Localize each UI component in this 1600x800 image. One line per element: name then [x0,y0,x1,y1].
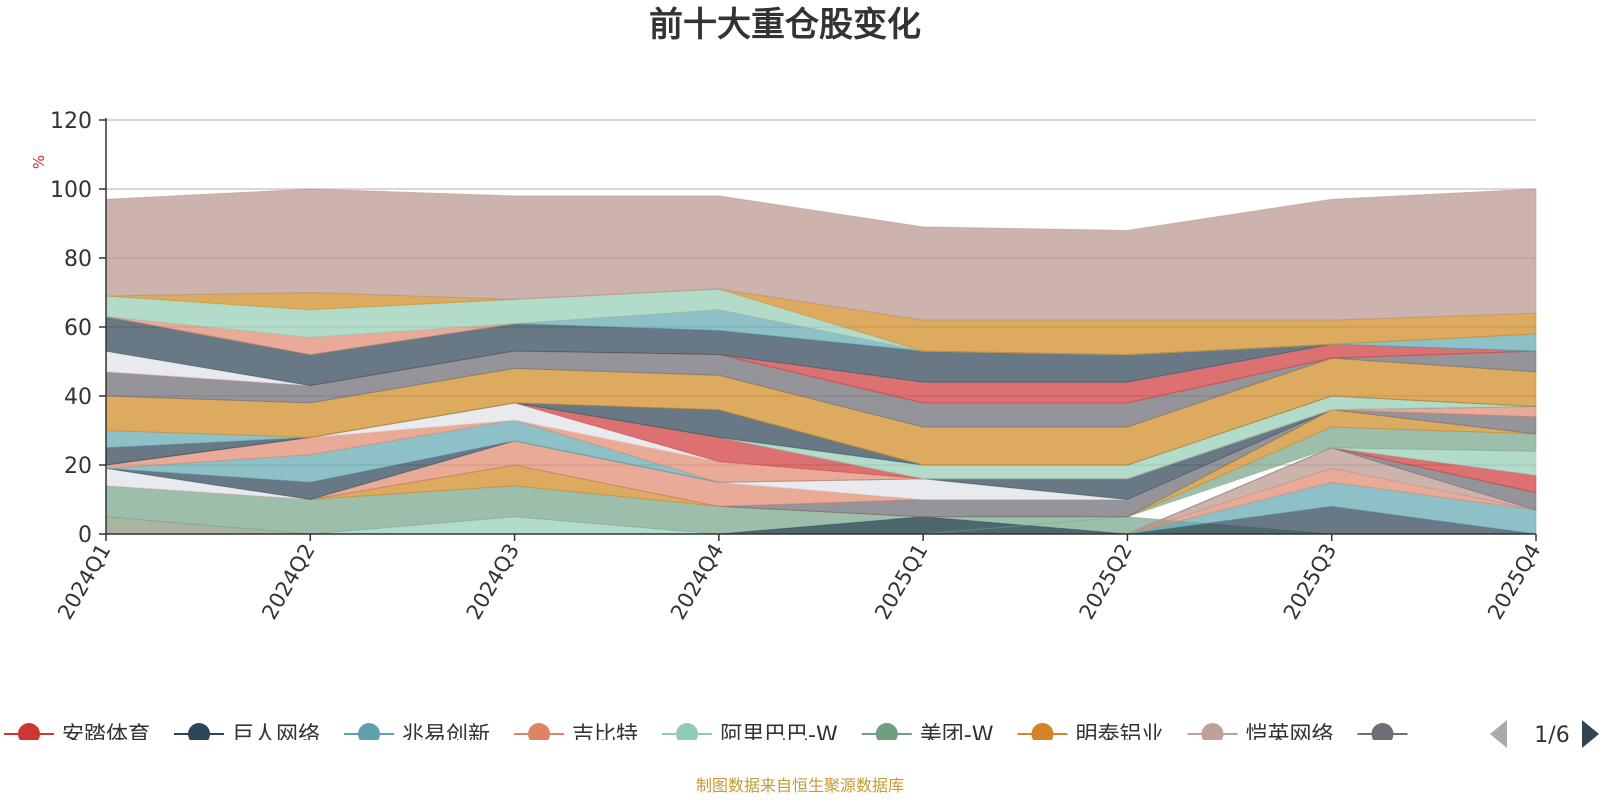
area-series [105,188,1537,535]
legend-label: 巨人网络 [232,723,320,748]
x-tick-label-2025Q3: 2025Q3 [1279,540,1341,624]
y-tick-label-20: 20 [64,454,92,479]
legend-dot [1371,723,1394,740]
data-source-note: 制图数据来自恒生聚源数据库 [696,776,904,795]
legend-label: 恺英网络 [1245,723,1333,748]
legend-item-2[interactable]: 兆易创新 [344,723,490,748]
y-tick-label-0: 0 [78,523,92,548]
chart-title: 前十大重仓股变化 [649,5,921,45]
x-tick-label-2024Q3: 2024Q3 [462,540,524,624]
legend-dot [18,723,40,740]
legend-item-6[interactable]: 明泰铝业 [1017,723,1163,748]
legend-dot [1201,723,1224,740]
legend-dot [676,723,699,740]
x-tick-label-2024Q4: 2024Q4 [666,540,728,624]
y-tick-label-100: 100 [50,178,92,203]
x-tick-label-2024Q1: 2024Q1 [53,540,115,624]
legend-item-1[interactable]: 巨人网络 [174,723,320,748]
legend-item-4[interactable]: 阿里巴巴-W [662,723,838,748]
legend-prev-page-icon[interactable] [1490,720,1507,748]
area-band-33 [105,188,1537,321]
legend-page-indicator: 1/6 [1534,723,1569,748]
legend-item-5[interactable]: 美团-W [861,723,994,748]
legend-item-0[interactable]: 安踏体育 [4,723,150,748]
x-tick-label-2025Q2: 2025Q2 [1074,540,1136,624]
legend-label: 吉比特 [572,723,638,748]
legend-item-7[interactable]: 恺英网络 [1187,723,1334,748]
legend-items: 安踏体育 巨人网络 兆易创新 吉比特 阿里巴巴-W 美团-W 明泰铝业 恺英网络 [4,723,1408,748]
legend-item-3[interactable]: 吉比特 [514,723,638,748]
legend-dot [358,723,381,740]
legend-dot [188,723,211,740]
y-tick-label-80: 80 [64,247,92,272]
y-tick-label-120: 120 [50,109,92,134]
legend-item-8[interactable] [1357,723,1408,745]
x-tick-label-2025Q4: 2025Q4 [1483,540,1545,624]
legend-label: 安踏体育 [62,723,150,748]
x-tick-label-2024Q2: 2024Q2 [257,540,319,624]
legend-label: 阿里巴巴-W [720,723,838,748]
legend-dot [1031,723,1054,740]
legend-label: 兆易创新 [402,723,490,748]
y-tick-label-60: 60 [64,316,92,341]
legend[interactable]: 安踏体育 巨人网络 兆易创新 吉比特 阿里巴巴-W 美团-W 明泰铝业 恺英网络 1/6 [4,720,1599,748]
y-tick-label-40: 40 [64,385,92,410]
legend-label: 美团-W [920,723,994,748]
x-tick-label-2025Q1: 2025Q1 [870,540,932,624]
legend-dot [875,723,898,740]
legend-dot [528,723,551,740]
y-axis-unit: % [30,155,48,169]
legend-next-page-icon[interactable] [1582,720,1599,748]
legend-label: 明泰铝业 [1075,723,1163,748]
